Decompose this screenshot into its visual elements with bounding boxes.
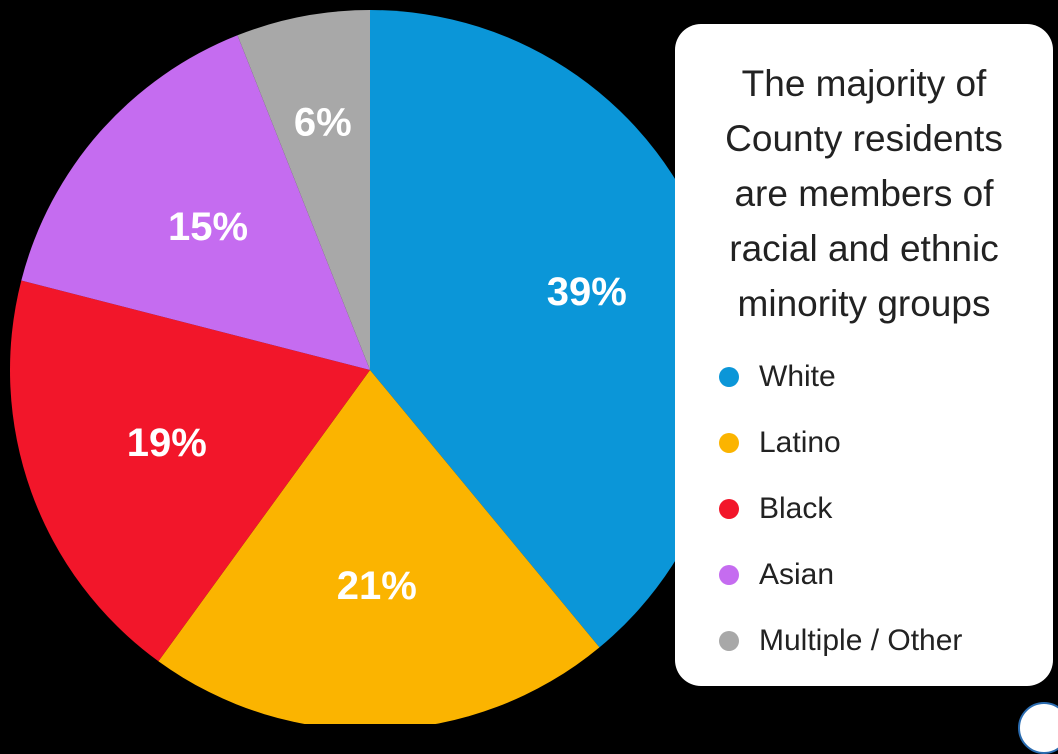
pie-slice-black [9, 280, 370, 662]
legend-label: Multiple / Other [759, 624, 963, 657]
slice-label: 6% [294, 101, 352, 145]
legend-swatch [719, 433, 739, 453]
legend-swatch [719, 499, 739, 519]
pie-slice-white [370, 10, 730, 648]
chart-title: The majority of County residents are mem… [675, 56, 1053, 331]
slice-label: 21% [337, 564, 417, 608]
chart-title-line: The majority of [741, 63, 987, 104]
legend-label: Asian [759, 558, 835, 591]
legend-swatch [719, 631, 739, 651]
legend-label: White [759, 360, 836, 393]
pie-slice-latino [158, 370, 600, 724]
legend-label: Black [759, 492, 833, 525]
legend-swatch [719, 367, 739, 387]
pie-slice-labels: 39% 21% 19% 15% 6% [127, 101, 627, 608]
pie-chart: 39% 21% 19% 15% 6% [9, 10, 730, 724]
legend-item: Asian [719, 542, 1039, 608]
title-legend-panel: The majority of County residents are mem… [675, 24, 1053, 686]
chart-title-line: racial and ethnic [729, 228, 999, 269]
chart-title-line: are members of [734, 173, 994, 214]
legend-item: Multiple / Other [719, 608, 1039, 674]
pie-slices [9, 10, 730, 724]
pie-slice-asian [21, 35, 371, 370]
legend-label: Latino [759, 426, 841, 459]
slice-label: 39% [547, 270, 627, 314]
county-seal [1018, 702, 1058, 754]
legend-item: Latino [719, 410, 1039, 476]
legend: White Latino Black Asian Multiple / Other [719, 344, 1039, 674]
legend-item: White [719, 344, 1039, 410]
slice-label: 19% [127, 421, 207, 465]
legend-item: Black [719, 476, 1039, 542]
legend-swatch [719, 565, 739, 585]
pie-slice-multiple-other [237, 10, 370, 370]
chart-title-line: minority groups [737, 283, 991, 324]
chart-title-line: County residents [725, 118, 1003, 159]
slice-label: 15% [168, 205, 248, 249]
